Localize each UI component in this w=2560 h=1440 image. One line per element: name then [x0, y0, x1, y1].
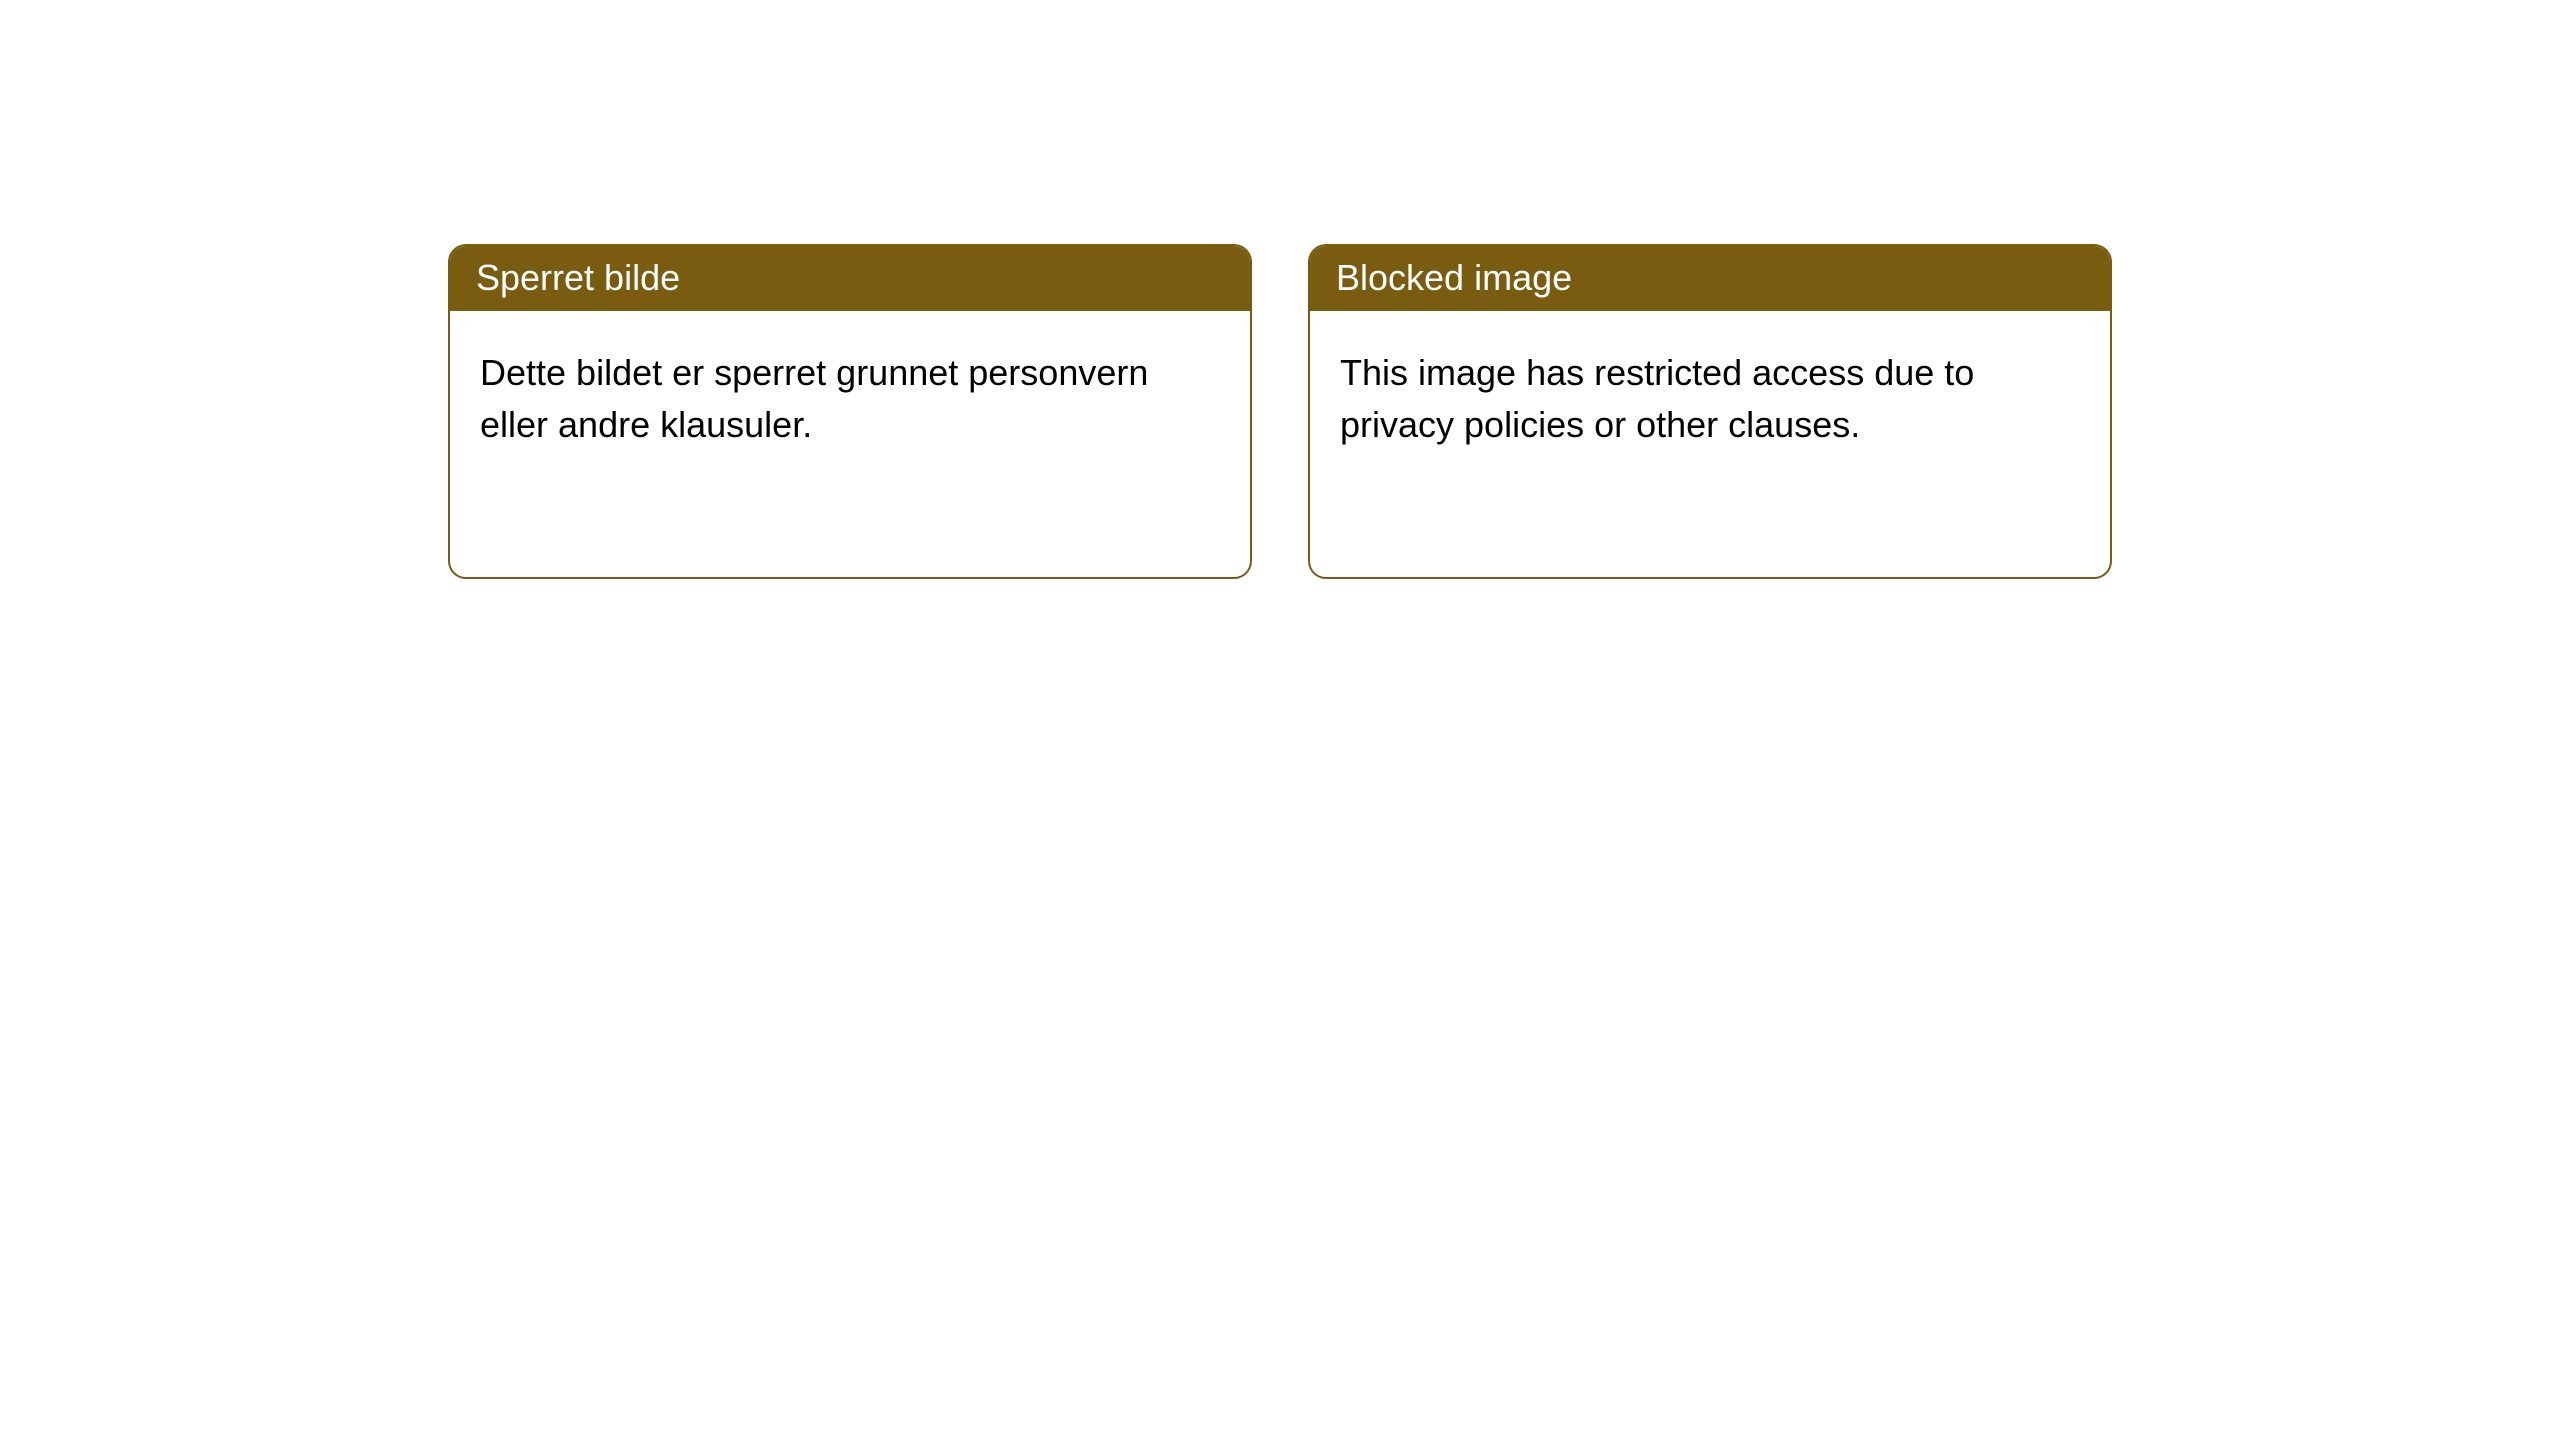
notice-card-header: Sperret bilde	[450, 246, 1250, 311]
notice-card-english: Blocked image This image has restricted …	[1308, 244, 2112, 579]
notice-card-header: Blocked image	[1310, 246, 2110, 311]
notice-card-body: This image has restricted access due to …	[1310, 311, 2110, 487]
notice-card-body: Dette bildet er sperret grunnet personve…	[450, 311, 1250, 487]
notice-card-row: Sperret bilde Dette bildet er sperret gr…	[448, 244, 2560, 579]
notice-card-norwegian: Sperret bilde Dette bildet er sperret gr…	[448, 244, 1252, 579]
